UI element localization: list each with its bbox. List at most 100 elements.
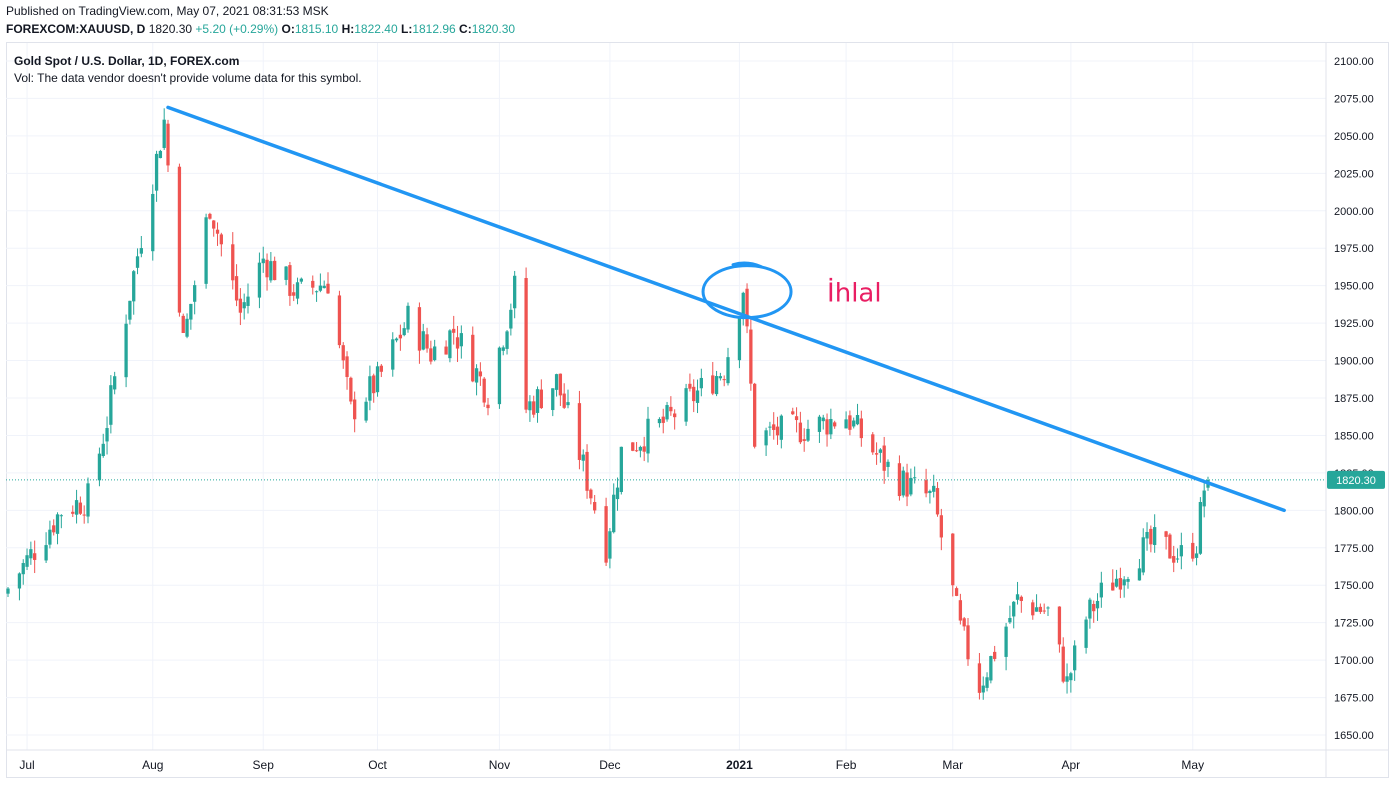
candle-body bbox=[524, 278, 528, 410]
candle-body bbox=[829, 418, 833, 435]
high-label: H: bbox=[341, 22, 355, 36]
candle-body bbox=[261, 258, 265, 264]
candle-body bbox=[231, 244, 235, 281]
candle-body bbox=[29, 549, 33, 559]
candle-body bbox=[604, 506, 608, 563]
candle-body bbox=[242, 302, 246, 309]
candle-body bbox=[394, 338, 399, 341]
candle-body bbox=[379, 365, 383, 372]
candle-body bbox=[193, 285, 197, 302]
candle-body bbox=[642, 446, 646, 452]
candle-body bbox=[878, 449, 883, 453]
candle-body bbox=[1008, 618, 1012, 623]
candle-body bbox=[1122, 579, 1126, 586]
candle-body bbox=[273, 260, 277, 281]
time-tick-label: Dec bbox=[599, 758, 620, 772]
price-tick-label: 2100.00 bbox=[1334, 56, 1374, 68]
candle-body bbox=[505, 331, 509, 349]
drawing-overlays[interactable]: İhlal bbox=[6, 105, 1326, 513]
candle-body bbox=[1198, 501, 1203, 554]
candle-body bbox=[718, 376, 723, 379]
breach-circle[interactable] bbox=[701, 264, 793, 320]
candle-body bbox=[101, 443, 105, 457]
candle-body bbox=[615, 487, 620, 500]
candle-body bbox=[1069, 673, 1073, 681]
symbol-label[interactable]: FOREXCOM:XAUUSD, D bbox=[6, 22, 146, 36]
last-price: 1820.30 bbox=[148, 22, 193, 36]
candle-body bbox=[764, 430, 768, 446]
candle-body bbox=[1126, 578, 1130, 582]
time-axis[interactable]: Jul Aug Sep Oct Nov Dec 2021 Feb Mar Apr May bbox=[6, 749, 1389, 772]
candle-body bbox=[433, 346, 437, 361]
candle-body bbox=[219, 234, 223, 245]
chart-panel[interactable] bbox=[6, 42, 1389, 778]
candle-body bbox=[589, 489, 593, 499]
breach-circle-tail bbox=[731, 261, 763, 269]
candle-body bbox=[189, 303, 193, 320]
candle-body bbox=[539, 389, 543, 409]
price-tick-label: 1925.00 bbox=[1334, 318, 1374, 330]
candle-body bbox=[909, 477, 913, 495]
price-axis[interactable]: 1650.00 1675.00 1700.00 1725.00 1750.00 1775.… bbox=[1325, 43, 1385, 778]
price-tick-label: 1900.00 bbox=[1334, 356, 1374, 368]
candle-body bbox=[1168, 534, 1172, 559]
candle-body bbox=[86, 483, 90, 517]
candle-body bbox=[345, 356, 349, 378]
candle-body bbox=[673, 413, 677, 418]
candle-body bbox=[886, 461, 890, 467]
candle-body bbox=[932, 485, 936, 492]
price-tick-label: 1725.00 bbox=[1334, 618, 1374, 630]
candle-body bbox=[806, 428, 810, 441]
candle-body bbox=[669, 406, 673, 412]
price-tick-label: 2000.00 bbox=[1334, 206, 1374, 218]
candle-body bbox=[391, 339, 395, 370]
candle-body bbox=[684, 388, 688, 422]
candle-body bbox=[78, 502, 83, 514]
candle-body bbox=[318, 285, 323, 291]
candle-body bbox=[52, 525, 56, 533]
candle-body bbox=[288, 265, 292, 296]
candle-body bbox=[55, 514, 60, 534]
candle-body bbox=[844, 419, 848, 429]
time-tick-label: 2021 bbox=[726, 758, 753, 772]
candle-body bbox=[6, 588, 10, 594]
candle-body bbox=[749, 329, 753, 384]
candle-body bbox=[772, 424, 776, 430]
candle-body bbox=[452, 328, 456, 333]
candle-body bbox=[509, 309, 513, 329]
candle-body bbox=[1004, 626, 1008, 657]
time-tick-label: Mar bbox=[942, 758, 963, 772]
candle-body bbox=[798, 422, 803, 443]
price-tick-label: 1875.00 bbox=[1334, 393, 1374, 405]
candle-body bbox=[513, 275, 517, 309]
candle-body bbox=[737, 317, 742, 361]
time-tick-label: Oct bbox=[368, 758, 387, 772]
open-value: 1815.10 bbox=[294, 22, 339, 36]
candle-body bbox=[349, 377, 353, 402]
candle-body bbox=[17, 573, 22, 589]
candle-body bbox=[848, 415, 852, 430]
candle-body bbox=[958, 600, 963, 621]
candle-body bbox=[185, 318, 189, 337]
candle-body bbox=[954, 588, 959, 596]
breach-annotation[interactable]: İhlal bbox=[827, 277, 882, 309]
candle-body bbox=[1057, 606, 1062, 645]
price-change: +5.20 (+0.29%) bbox=[195, 22, 279, 36]
candle-body bbox=[1137, 568, 1142, 581]
trendline[interactable] bbox=[166, 105, 1286, 513]
candle-body bbox=[1042, 610, 1046, 612]
candle-body bbox=[775, 426, 780, 436]
candle-body bbox=[341, 345, 345, 361]
candle-body bbox=[246, 296, 250, 306]
close-value: 1820.30 bbox=[471, 22, 516, 36]
candle-body bbox=[913, 477, 917, 479]
candle-body bbox=[939, 515, 943, 538]
candle-body bbox=[234, 276, 239, 301]
candle-body bbox=[608, 531, 612, 559]
candle-body bbox=[935, 488, 940, 515]
candle-body bbox=[1149, 528, 1153, 545]
candle-body bbox=[1164, 531, 1168, 537]
candle-body bbox=[429, 348, 433, 362]
candle-body bbox=[1019, 596, 1023, 602]
